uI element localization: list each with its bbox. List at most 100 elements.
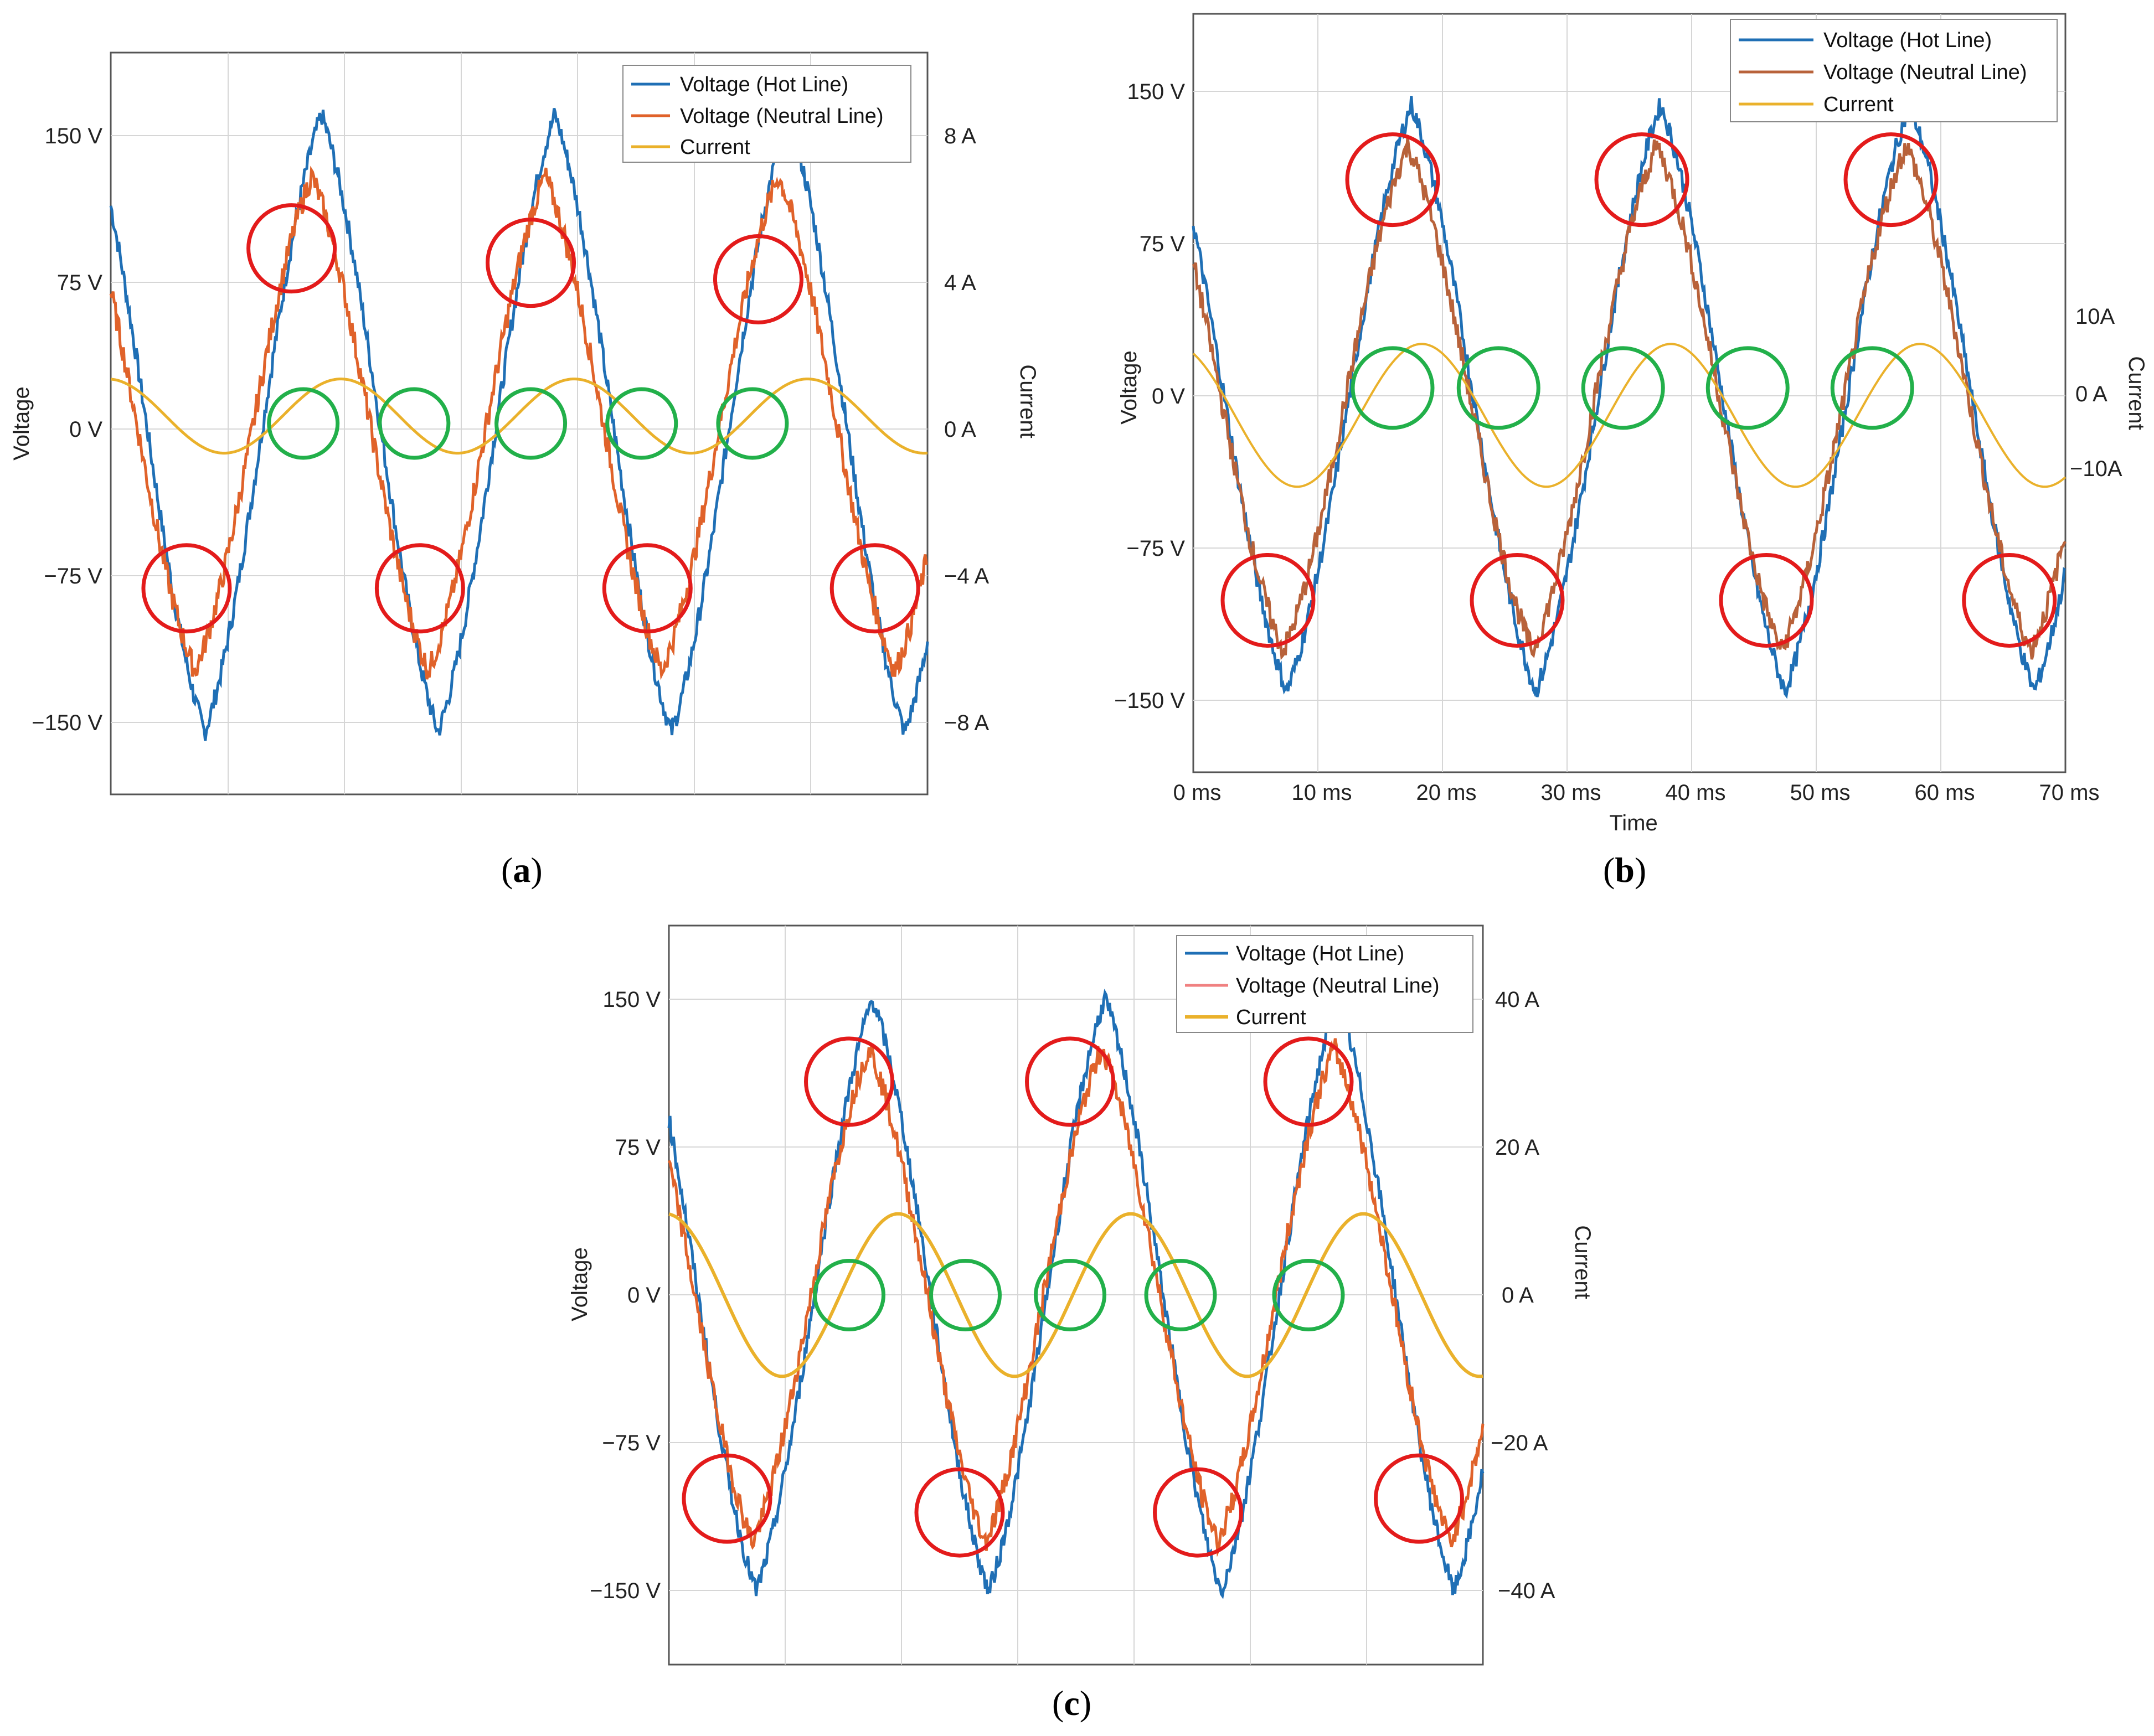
panel-b-red-circle-1	[1594, 132, 1689, 228]
panel-a-y2tick-neg8: −8 A	[944, 711, 990, 735]
panel-c-legend: Voltage (Hot Line) Voltage (Neutral Line…	[1176, 935, 1473, 1033]
panel-b-xtick-40: 40 ms	[1666, 781, 1726, 805]
panel-a-red-circle-1	[486, 218, 576, 308]
panel-b-green-circle-4	[1830, 346, 1914, 430]
panel-c-red-circle-2	[1263, 1036, 1354, 1127]
panel-c-red-circle-6	[1374, 1453, 1464, 1544]
panel-a-ytick-75: 75 V	[57, 271, 103, 295]
panel-a-caption: (a)	[501, 850, 543, 890]
panel-b-xtick-60: 60 ms	[1915, 781, 1975, 805]
panel-c-green-circle-3	[1144, 1259, 1217, 1331]
panel-b-red-circle-6	[1962, 552, 2057, 648]
panel-a-y2tick-neg4: −4 A	[944, 564, 990, 588]
panel-b-series-current	[1192, 343, 2067, 488]
panel-b-xtick-30: 30 ms	[1541, 781, 1601, 805]
panel-a-legend-hot: Voltage (Hot Line)	[680, 73, 848, 96]
panel-b-xtick-20: 20 ms	[1416, 781, 1477, 805]
panel-b-green-circle-3	[1705, 346, 1790, 430]
panel-b-legend-hot: Voltage (Hot Line)	[1823, 29, 1992, 52]
panel-b-y2label: Current	[2124, 356, 2148, 430]
panel-a-annotation-circles	[141, 203, 920, 634]
panel-a-green-circle-0	[267, 387, 340, 460]
panel-c-green-circle-2	[1034, 1259, 1106, 1331]
panel-b-ytick-neg150: −150 V	[1114, 689, 1185, 713]
panel-b-legend-neutral: Voltage (Neutral Line)	[1823, 61, 2027, 84]
panel-b-xtick-10: 10 ms	[1292, 781, 1352, 805]
panel-a-red-circle-0	[246, 203, 337, 294]
panel-a-red-circle-3	[141, 543, 232, 634]
panel-a-y2label: Current	[1016, 364, 1040, 438]
panel-c-ylabel: Voltage	[568, 1247, 592, 1321]
panel-c-ytick-150: 150 V	[602, 988, 661, 1012]
panel-c-series-neutral-line	[667, 1038, 1485, 1557]
panel-c-ytick-neg75: −75 V	[602, 1431, 661, 1455]
panel-c-y2label: Current	[1570, 1225, 1595, 1299]
panel-b-legend-current: Current	[1823, 93, 1894, 116]
panel-a-red-circle-4	[374, 543, 465, 634]
panel-b-ytick-150: 150 V	[1127, 80, 1185, 104]
panel-a-legend: Voltage (Hot Line) Voltage (Neutral Line…	[622, 65, 911, 163]
panel-c-ytick-0: 0 V	[627, 1283, 661, 1308]
panel-b-legend: Voltage (Hot Line) Voltage (Neutral Line…	[1730, 19, 2058, 122]
panel-b-green-circle-0	[1351, 346, 1435, 430]
panel-c-red-circle-5	[1153, 1467, 1243, 1558]
panel-c-y2tick-40: 40 A	[1495, 988, 1539, 1012]
panel-a-legend-neutral: Voltage (Neutral Line)	[680, 105, 884, 128]
panel-c-red-circle-1	[1025, 1036, 1115, 1127]
panel-b-y2tick-0: 0 A	[2075, 382, 2107, 406]
panel-c-grid	[669, 926, 1483, 1665]
panel-a-ytick-neg150: −150 V	[32, 711, 102, 735]
panel-b-annotation-circles	[1220, 132, 2057, 648]
panel-a-ytick-neg75: −75 V	[44, 564, 102, 588]
panel-b-red-circle-5	[1719, 552, 1814, 648]
panel-b-xlabel: Time	[1609, 811, 1657, 835]
panel-a-red-circle-6	[829, 543, 920, 634]
panel-a: 150 V 75 V 0 V −75 V −150 V 8 A 4 A 0 A …	[9, 51, 1040, 795]
panel-b-red-circle-4	[1470, 552, 1565, 648]
panel-c-legend-neutral: Voltage (Neutral Line)	[1236, 974, 1440, 998]
panel-c-y2tick-20: 20 A	[1495, 1135, 1539, 1160]
panel-c-caption-letter: c	[1064, 1683, 1080, 1723]
panel-a-green-circle-3	[605, 387, 678, 460]
panel-c-red-circle-3	[682, 1453, 772, 1544]
panel-a-ytick-0: 0 V	[69, 417, 102, 442]
panel-c-red-circle-0	[804, 1036, 894, 1127]
panel-a-frame	[110, 51, 929, 795]
panel-c-caption: (c)	[1052, 1683, 1092, 1723]
panel-b-caption: (b)	[1603, 850, 1647, 890]
panel-c-green-circle-0	[813, 1259, 885, 1331]
panel-c-ytick-75: 75 V	[615, 1135, 661, 1160]
panel-b-ylabel: Voltage	[1117, 350, 1141, 424]
panel-b-xtick-50: 50 ms	[1790, 781, 1851, 805]
panel-b-ytick-neg75: −75 V	[1126, 536, 1185, 561]
panel-b-green-circle-1	[1456, 346, 1540, 430]
panel-b-red-circle-2	[1843, 132, 1939, 228]
panel-c-y2tick-0: 0 A	[1502, 1283, 1534, 1308]
panel-c-ytick-neg150: −150 V	[590, 1579, 661, 1603]
panel-b-ytick-0: 0 V	[1152, 384, 1185, 409]
panel-b-ytick-75: 75 V	[1140, 232, 1186, 256]
panel-a-ytick-150: 150 V	[44, 124, 102, 148]
panel-b-series-neutral-line	[1192, 137, 2067, 660]
panel-a-y2tick-4: 4 A	[944, 271, 976, 295]
panel-c-red-circle-4	[914, 1467, 1005, 1558]
panel-c-green-circle-1	[929, 1259, 1002, 1331]
panel-b-xtick-0: 0 ms	[1173, 781, 1222, 805]
panel-c-annotation-circles	[682, 1036, 1464, 1558]
panel-a-series-neutral-line	[109, 166, 928, 680]
panel-a-grid	[111, 53, 927, 794]
panel-a-red-circle-2	[713, 234, 803, 324]
panel-c-legend-hot: Voltage (Hot Line)	[1236, 942, 1404, 965]
panel-b-grid	[1193, 14, 2065, 772]
panel-b-xtick-70: 70 ms	[2039, 781, 2100, 805]
panel-c-green-circle-4	[1272, 1259, 1345, 1331]
panel-b-red-circle-0	[1345, 132, 1440, 228]
panel-a-y2tick-8: 8 A	[944, 124, 976, 148]
panel-a-red-circle-5	[602, 543, 693, 634]
panel-c-y2tick-neg20: −20 A	[1491, 1431, 1548, 1455]
panel-a-green-circle-2	[494, 387, 568, 460]
panel-b: 150 V 75 V 0 V −75 V −150 V 10A 0 A −10A…	[1114, 13, 2148, 835]
panel-a-ylabel: Voltage	[9, 386, 34, 460]
panel-a-legend-current: Current	[680, 136, 750, 159]
panel-c: 150 V 75 V 0 V −75 V −150 V 40 A 20 A 0 …	[568, 924, 1595, 1666]
